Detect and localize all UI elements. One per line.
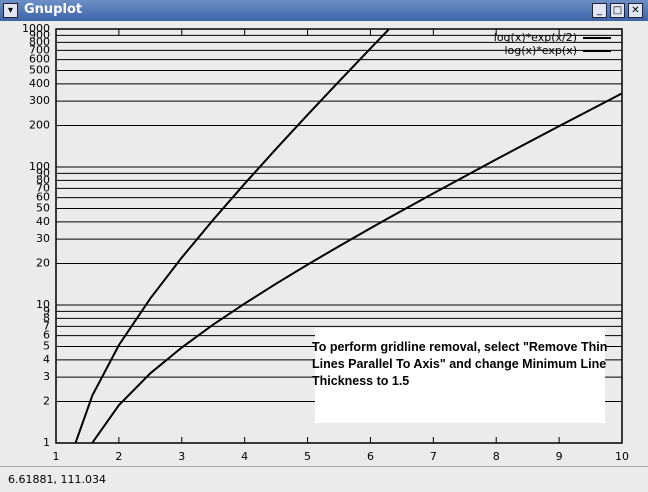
title-bar: ▾ Gnuplot _ □ ✕ xyxy=(0,0,648,21)
window-menu-button[interactable]: ▾ xyxy=(3,3,18,18)
series-line xyxy=(74,29,390,443)
y-tick-label: 1000 xyxy=(22,22,50,35)
y-tick-label: 9 xyxy=(43,304,50,317)
legend-label: log(x)*exp(x) xyxy=(504,44,577,57)
maximize-button[interactable]: □ xyxy=(610,3,625,18)
x-tick-label: 1 xyxy=(53,450,60,463)
annotation-box xyxy=(315,328,605,423)
y-tick-label: 6 xyxy=(43,329,50,342)
y-tick-label: 50 xyxy=(36,202,50,215)
y-tick-label: 100 xyxy=(29,160,50,173)
y-tick-label: 1 xyxy=(43,436,50,449)
y-tick-label: 60 xyxy=(36,191,50,204)
y-tick-label: 600 xyxy=(29,53,50,66)
plot-frame xyxy=(55,28,623,444)
legend-label: log(x)*exp(x/2) xyxy=(494,31,577,44)
y-tick-label: 900 xyxy=(29,28,50,41)
y-tick-label: 90 xyxy=(36,166,50,179)
status-text: 6.61881, 111.034 xyxy=(8,473,106,486)
series-line xyxy=(91,92,622,443)
x-tick-label: 10 xyxy=(615,450,629,463)
y-tick-label: 4 xyxy=(43,353,50,366)
x-tick-label: 8 xyxy=(493,450,500,463)
x-tick-label: 2 xyxy=(115,450,122,463)
y-tick-label: 700 xyxy=(29,43,50,56)
y-tick-label: 8 xyxy=(43,311,50,324)
y-tick-label: 80 xyxy=(36,173,50,186)
y-tick-label: 30 xyxy=(36,232,50,245)
y-tick-label: 3 xyxy=(43,370,50,383)
y-tick-label: 70 xyxy=(36,181,50,194)
y-tick-label: 400 xyxy=(29,77,50,90)
x-tick-label: 4 xyxy=(241,450,248,463)
y-tick-label: 200 xyxy=(29,118,50,131)
close-button[interactable]: ✕ xyxy=(628,3,643,18)
window-title: Gnuplot xyxy=(24,2,83,17)
status-bar: 6.61881, 111.034 xyxy=(0,466,648,492)
x-tick-label: 6 xyxy=(367,450,374,463)
y-tick-label: 7 xyxy=(43,319,50,332)
y-tick-label: 300 xyxy=(29,94,50,107)
x-tick-label: 3 xyxy=(178,450,185,463)
y-tick-label: 5 xyxy=(43,340,50,353)
y-tick-label: 800 xyxy=(29,35,50,48)
y-tick-label: 2 xyxy=(43,394,50,407)
x-tick-label: 9 xyxy=(556,450,563,463)
minimize-button[interactable]: _ xyxy=(592,3,607,18)
x-tick-label: 5 xyxy=(304,450,311,463)
y-tick-label: 20 xyxy=(36,256,50,269)
y-tick-label: 40 xyxy=(36,215,50,228)
annotation: To perform gridline removal, select "Rem… xyxy=(312,340,608,388)
y-tick-label: 500 xyxy=(29,64,50,77)
y-tick-label: 10 xyxy=(36,298,50,311)
x-tick-label: 7 xyxy=(430,450,437,463)
